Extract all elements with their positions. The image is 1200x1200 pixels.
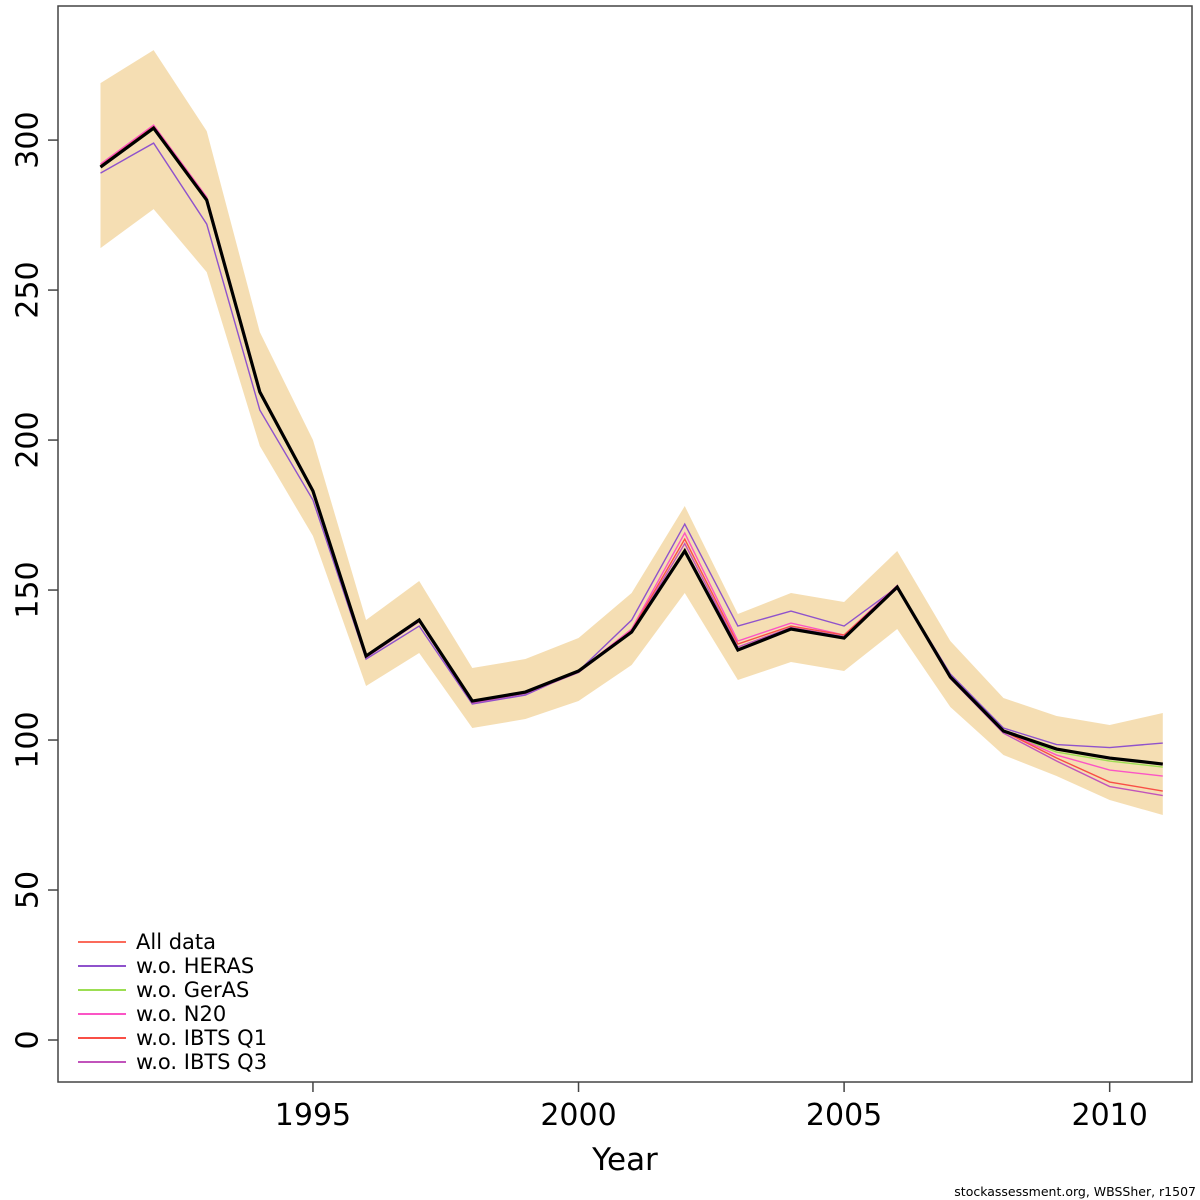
y-tick-label: 100 [11,711,46,768]
plot-border [57,5,1193,1083]
x-tick-label: 2010 [1071,1098,1147,1133]
legend-row: w.o. IBTS Q1 [78,1026,267,1050]
x-tick-label: 2005 [806,1098,882,1133]
legend-line-swatch [78,941,126,943]
series-line-w-o-ibts-q3 [100,127,1163,797]
base-line [99,125,1163,766]
footer-credit: stockassessment.org, WBSSher, r1507 [954,1184,1196,1199]
y-tick-label: 250 [11,261,46,318]
x-axis-title: Year [592,1142,658,1178]
legend-line-swatch [78,965,126,967]
legend-label: w.o. GerAS [136,978,250,1002]
y-tick-label: 0 [11,1030,46,1049]
legend-line-swatch [78,989,126,991]
y-tick-label: 150 [11,561,46,618]
y-tick-label: 200 [11,411,46,468]
legend-line-swatch [78,1013,126,1015]
series-line-w-o-n20 [100,124,1163,777]
legend-label: w.o. HERAS [136,954,255,978]
series-line-w-o-geras [100,128,1163,768]
chart-legend: All data w.o. HERAS w.o. GerAS w.o. N20 w.o.… [78,930,267,1074]
series-line-w-o-ibts-q1 [100,125,1163,792]
legend-line-swatch [78,1061,126,1063]
legend-row: w.o. HERAS [78,954,267,978]
legend-label: All data [136,930,217,954]
x-tick-label: 1995 [275,1098,351,1133]
legend-row: w.o. GerAS [78,978,267,1002]
y-tick-label: 50 [11,871,46,909]
legend-row: w.o. IBTS Q3 [78,1050,267,1074]
series-line-w-o-heras [100,142,1163,749]
legend-line-swatch [78,1037,126,1039]
confidence-band [100,50,1163,816]
legend-row: w.o. N20 [78,1002,267,1026]
legend-label: w.o. N20 [136,1002,227,1026]
legend-label: w.o. IBTS Q3 [136,1050,268,1074]
x-tick-label: 2000 [540,1098,616,1133]
y-tick-label: 300 [11,111,46,168]
legend-label: w.o. IBTS Q1 [136,1026,268,1050]
legend-row: All data [78,930,267,954]
